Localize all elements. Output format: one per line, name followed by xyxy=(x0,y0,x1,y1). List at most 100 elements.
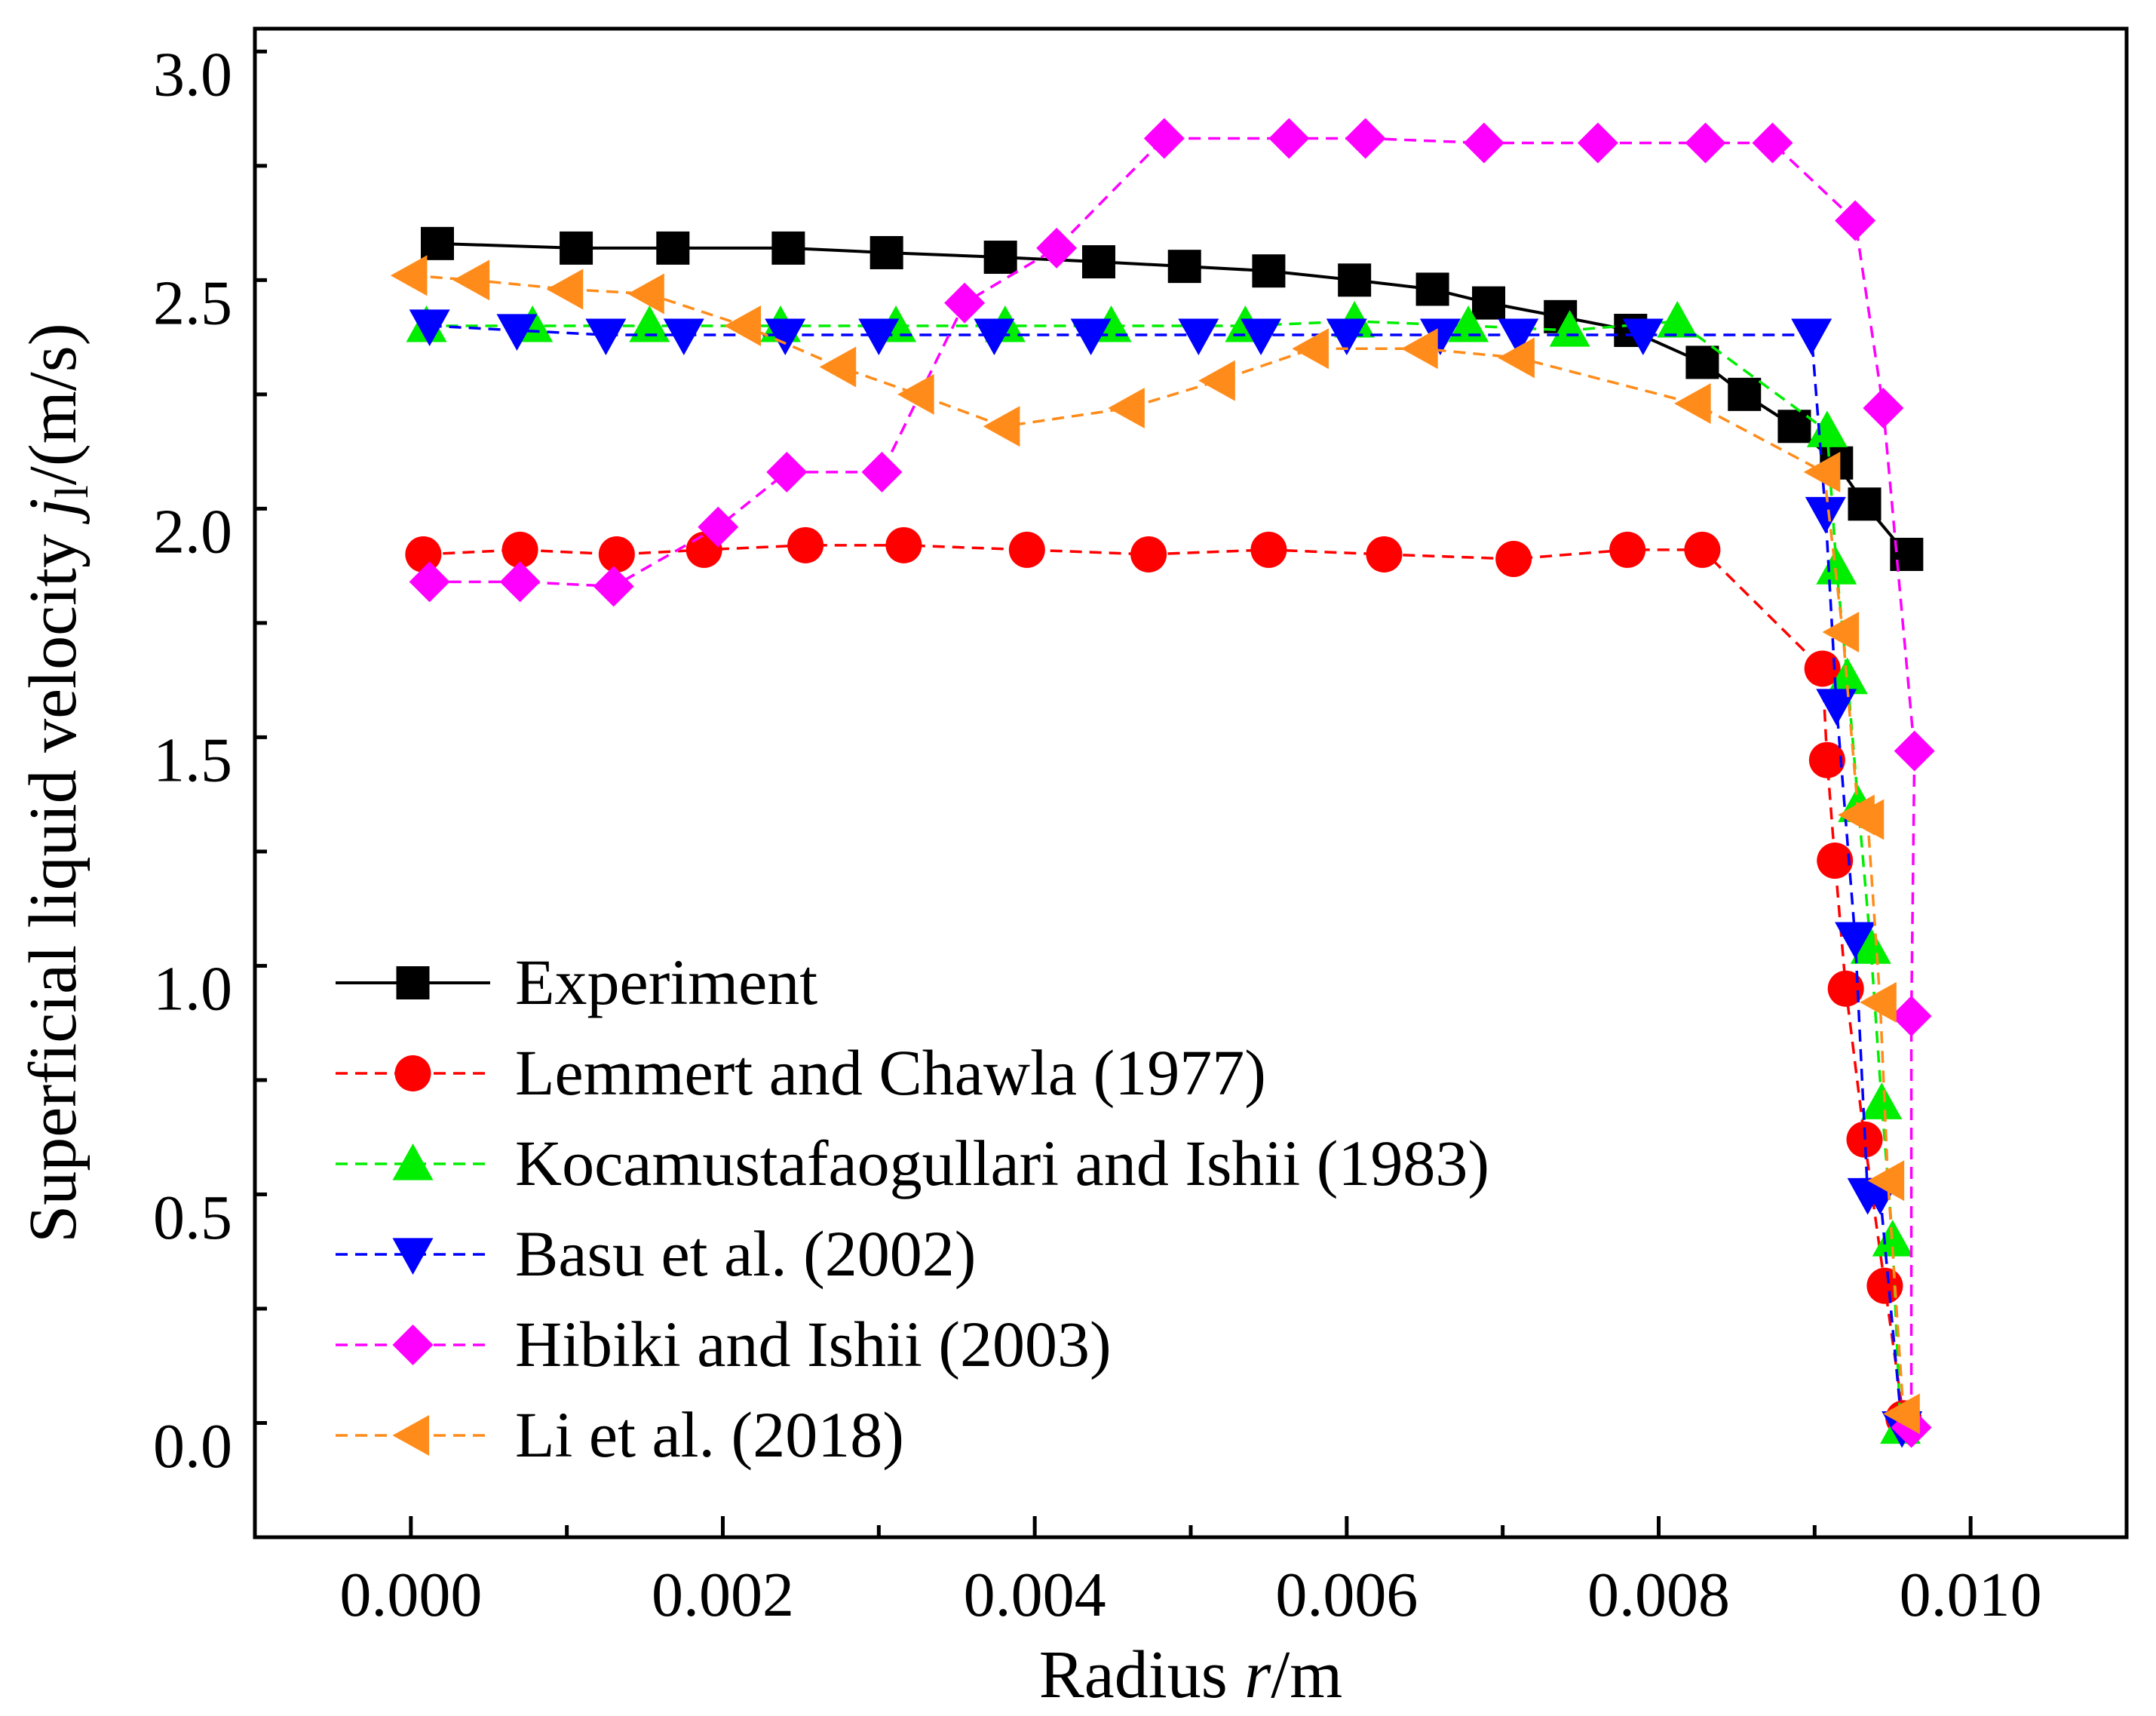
axes: 0.000 0.002 0.004 0.006 0.008 0.010 0.0 0.5 1.0 1… xyxy=(153,26,2129,1630)
y-tick-label: 0.0 xyxy=(153,1411,232,1481)
data-point xyxy=(1252,254,1286,288)
legend-marker xyxy=(396,966,430,999)
data-point xyxy=(593,566,634,607)
y-tick-label: 2.5 xyxy=(153,269,232,339)
data-point xyxy=(1070,318,1112,356)
series-line xyxy=(429,137,1916,1428)
data-point xyxy=(1883,1393,1920,1435)
legend-item: Experiment xyxy=(336,946,817,1018)
data-point xyxy=(1685,122,1726,164)
y-tick-label: 0.5 xyxy=(153,1183,232,1253)
data-point xyxy=(1806,410,1848,447)
data-point xyxy=(501,531,538,568)
series-5 xyxy=(390,255,1920,1435)
data-point xyxy=(1036,227,1078,269)
data-point xyxy=(1822,612,1860,652)
data-point xyxy=(724,305,762,346)
data-point xyxy=(1674,382,1711,424)
legend-label: Experiment xyxy=(515,946,817,1018)
legend-label: Kocamustafaogullari and Ishii (1983) xyxy=(515,1127,1489,1199)
legend-marker xyxy=(392,1238,434,1275)
data-point xyxy=(1472,286,1506,320)
data-point xyxy=(1268,118,1310,159)
data-point xyxy=(546,269,584,310)
data-point xyxy=(496,314,538,351)
series-3 xyxy=(409,309,1923,1448)
legend-label: Basu et al. (2002) xyxy=(515,1217,976,1290)
data-point xyxy=(1415,272,1449,306)
data-point xyxy=(897,373,934,415)
series-1 xyxy=(405,526,1922,1437)
data-point xyxy=(983,406,1020,447)
legend-item: Kocamustafaogullari and Ishii (1983) xyxy=(336,1127,1489,1199)
data-point xyxy=(1292,328,1329,370)
series-4 xyxy=(409,118,1935,1448)
y-axis-label-post: /(m/s) xyxy=(16,323,90,485)
data-point xyxy=(1827,970,1864,1007)
legend-label: Li et al. (2018) xyxy=(515,1398,904,1471)
data-point xyxy=(1366,536,1403,573)
data-point xyxy=(1108,388,1145,429)
data-point xyxy=(1850,927,1891,964)
x-tick-label: 0.004 xyxy=(964,1560,1106,1630)
data-point xyxy=(656,231,690,265)
data-point xyxy=(560,231,593,265)
legend-item: Lemmert and Chawla (1977) xyxy=(336,1036,1266,1109)
legend-label: Hibiki and Ishii (2003) xyxy=(515,1308,1112,1380)
data-point xyxy=(1401,328,1438,370)
data-point xyxy=(787,526,824,563)
data-point xyxy=(1167,250,1201,284)
data-point xyxy=(1657,300,1698,338)
legend-label: Lemmert and Chawla (1977) xyxy=(515,1036,1266,1109)
x-tick-label: 0.002 xyxy=(652,1560,794,1630)
plot-marks xyxy=(390,118,1935,1448)
data-point xyxy=(766,451,808,493)
data-point xyxy=(1198,360,1235,401)
data-point xyxy=(390,255,428,296)
y-tick-label: 1.0 xyxy=(153,954,232,1024)
data-point xyxy=(1081,245,1115,279)
legend-item: Basu et al. (2002) xyxy=(336,1217,976,1290)
data-point xyxy=(598,536,635,573)
data-point xyxy=(765,318,806,356)
data-point xyxy=(1250,531,1287,568)
data-point xyxy=(1817,843,1854,879)
legend-item: Li et al. (2018) xyxy=(336,1398,904,1471)
data-point xyxy=(1891,996,1932,1037)
y-axis-label-pre: Superficial liquid velocity xyxy=(16,517,90,1242)
data-point xyxy=(819,346,857,388)
x-axis-label-pre: Radius xyxy=(1039,1638,1245,1712)
data-point xyxy=(1860,981,1897,1023)
data-point xyxy=(858,318,900,356)
data-point xyxy=(1622,318,1664,356)
legend-marker xyxy=(392,1325,434,1365)
x-tick-label: 0.006 xyxy=(1275,1560,1418,1630)
series-line xyxy=(429,324,1903,1428)
data-point xyxy=(1867,1160,1905,1202)
data-point xyxy=(1338,263,1372,297)
y-axis-label: Superficial liquid velocity jl/(m/s) xyxy=(16,323,98,1243)
x-axis-label-var: r xyxy=(1244,1638,1271,1712)
data-point xyxy=(1463,122,1504,164)
data-point xyxy=(869,235,903,269)
x-tick-label: 0.000 xyxy=(339,1560,482,1630)
series-0 xyxy=(420,226,1924,571)
data-point xyxy=(1816,548,1857,585)
data-point xyxy=(983,241,1017,275)
data-point xyxy=(1835,922,1876,959)
data-point xyxy=(1495,541,1532,578)
data-point xyxy=(1498,318,1539,356)
y-axis-label-sub: l xyxy=(47,485,98,498)
data-point xyxy=(663,318,704,356)
data-point xyxy=(409,561,450,603)
data-point xyxy=(1803,451,1841,493)
data-point xyxy=(1143,118,1185,159)
data-point xyxy=(409,309,450,346)
data-point xyxy=(585,318,627,356)
data-point xyxy=(1848,487,1882,521)
x-tick-label: 0.008 xyxy=(1587,1560,1730,1630)
data-point xyxy=(1130,536,1167,573)
data-point xyxy=(1847,799,1885,840)
